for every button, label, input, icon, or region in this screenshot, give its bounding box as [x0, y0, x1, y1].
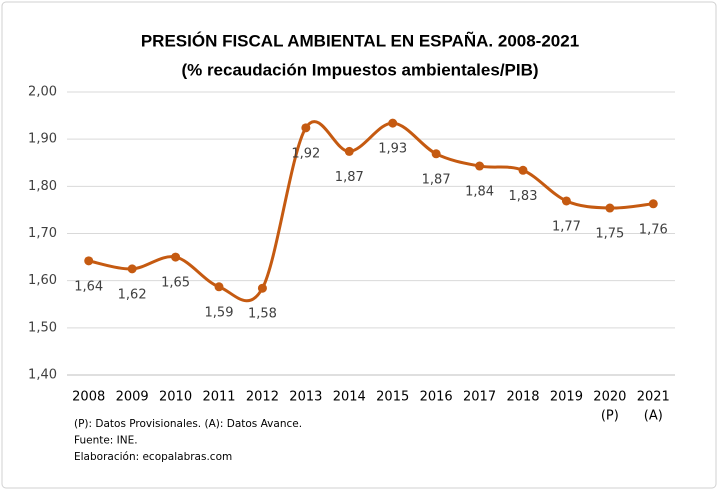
y-tick-label: 1,60	[28, 273, 57, 288]
note: (P): Datos Provisionales. (A): Datos Ava…	[74, 418, 302, 430]
x-tick-label: 2017	[463, 390, 496, 405]
x-tick-label: 2016	[420, 390, 453, 405]
data-label: 1,65	[161, 276, 190, 291]
point	[84, 256, 94, 266]
y-tick-label: 1,40	[28, 368, 57, 383]
data-label: 1,87	[335, 170, 364, 185]
x-tick-label: 2009	[116, 390, 149, 405]
point	[127, 264, 137, 274]
data-label: 1,59	[205, 305, 234, 320]
point	[388, 118, 398, 128]
x-tick-note: (P)	[601, 409, 619, 424]
data-label: 1,84	[465, 185, 494, 200]
data-label: 1,75	[595, 227, 624, 242]
x-tick-label: 2020	[593, 390, 626, 405]
point	[171, 252, 181, 262]
x-tick-label: 2018	[506, 390, 539, 405]
data-label: 1,83	[509, 189, 538, 204]
point	[561, 196, 571, 206]
point	[301, 123, 311, 133]
data-label: 1,87	[422, 172, 451, 187]
point	[475, 161, 485, 171]
y-tick-label: 1,70	[28, 226, 57, 241]
chart-subtitle: (% recaudación Impuestos ambientales/PIB…	[181, 60, 538, 79]
data-label: 1,58	[248, 307, 277, 322]
chart-border	[1, 1, 717, 489]
x-tick-label: 2011	[202, 390, 235, 405]
chart-title: PRESIÓN FISCAL AMBIENTAL EN ESPAÑA. 2008…	[141, 30, 579, 50]
data-label: 1,93	[378, 142, 407, 157]
x-tick-label: 2019	[550, 390, 583, 405]
point	[648, 199, 658, 209]
y-tick-label: 1,90	[28, 132, 57, 147]
x-tick-label: 2014	[333, 390, 366, 405]
point	[605, 203, 615, 213]
data-label: 1,62	[118, 287, 147, 302]
point	[214, 282, 224, 292]
data-label: 1,92	[291, 146, 320, 161]
note: Elaboración: ecopalabras.com	[74, 451, 232, 463]
point	[257, 283, 267, 293]
x-tick-label: 2012	[246, 390, 279, 405]
y-tick-label: 1,80	[28, 179, 57, 194]
x-tick-label: 2008	[72, 390, 105, 405]
data-label: 1,76	[639, 222, 668, 237]
data-label: 1,77	[552, 219, 581, 234]
point	[518, 165, 528, 175]
y-tick-label: 2,00	[28, 85, 57, 100]
x-tick-label: 2021	[637, 390, 670, 405]
data-label: 1,64	[74, 279, 103, 294]
point	[344, 146, 354, 156]
note: Fuente: INE.	[74, 435, 138, 447]
x-tick-label: 2013	[289, 390, 322, 405]
point	[431, 149, 441, 159]
x-tick-label: 2015	[376, 390, 409, 405]
y-tick-label: 1,50	[28, 320, 57, 335]
x-tick-note: (A)	[644, 409, 663, 424]
x-tick-label: 2010	[159, 390, 192, 405]
